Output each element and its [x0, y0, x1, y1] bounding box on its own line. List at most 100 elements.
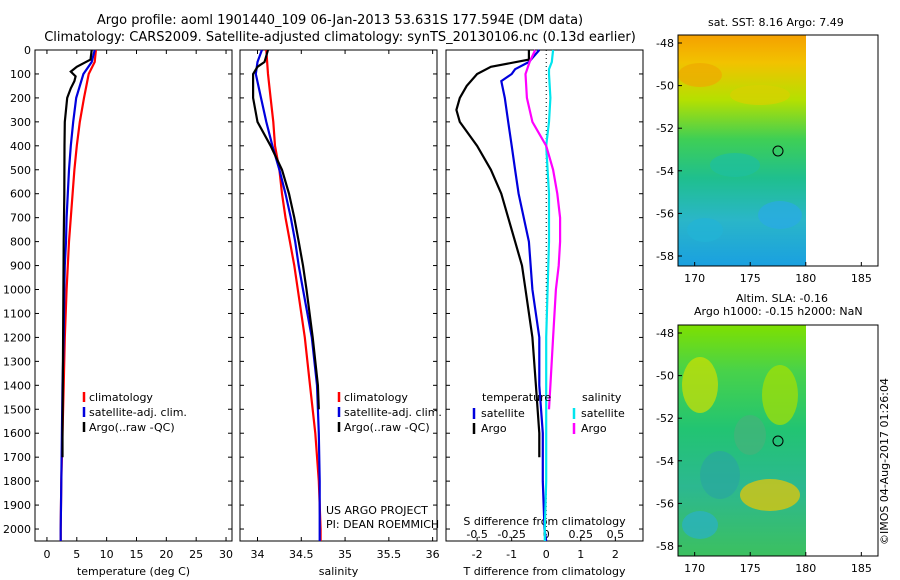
x-tick-label: -1 [506, 548, 517, 561]
depth-tick-label: 1600 [3, 427, 31, 440]
sst-map-x-tick-label: 175 [740, 272, 761, 285]
x-tick-label: 1 [577, 548, 584, 561]
sla-map-y-tick-label: -54 [656, 455, 674, 468]
sst-map-texture [687, 218, 723, 242]
panel-frame-2 [239, 49, 438, 542]
sla-map-y-tick-label: -58 [656, 540, 674, 553]
salinity-line-3 [252, 49, 320, 410]
temperature-line-3 [61, 49, 93, 458]
legend-label: Argo [581, 422, 607, 435]
depth-tick-label: 300 [10, 116, 31, 129]
depth-tick-label: 1500 [3, 403, 31, 416]
sla-map-title-1: Altim. SLA: -0.16 [736, 292, 829, 305]
x-tick-label: 15 [129, 548, 143, 561]
difference-line-1 [500, 49, 548, 542]
legend-label: satellite [581, 407, 625, 420]
sla-map-y-tick-label: -50 [656, 370, 674, 383]
sst-map-texture [678, 63, 722, 87]
x-tick-label: 25 [189, 548, 203, 561]
sst-map-frame [677, 34, 879, 267]
sst-map-title: sat. SST: 8.16 Argo: 7.49 [708, 16, 844, 29]
panel-frame-1 [34, 49, 233, 542]
sst-map-argo-marker [772, 145, 784, 157]
x-tick-label: 0 [543, 548, 550, 561]
legend-title-temperature: temperature [482, 391, 551, 404]
x-tick-label-top: -0.25 [497, 528, 525, 541]
difference-line-3 [543, 49, 555, 541]
x-tick-label: 5 [73, 548, 80, 561]
x-tick-label: 0 [43, 548, 50, 561]
depth-tick-label: 700 [10, 212, 31, 225]
legend-label: satellite [481, 407, 525, 420]
legend-label: Argo(..raw -QC) [89, 421, 175, 434]
depth-tick-label: 2000 [3, 523, 31, 536]
depth-tick-label: 100 [10, 68, 31, 81]
sla-map-argo-marker [772, 435, 784, 447]
sla-map-x-tick-label: 185 [851, 562, 872, 575]
sst-map-y-tick-label: -48 [656, 37, 674, 50]
difference-line-2 [455, 50, 541, 458]
x-tick-label: 35 [338, 548, 352, 561]
x-tick-label: 30 [219, 548, 233, 561]
sla-map-frame [677, 324, 879, 557]
salinity-line-1 [265, 49, 322, 541]
sla-map-texture [700, 451, 740, 499]
depth-tick-label: 900 [10, 260, 31, 273]
x-tick-label: 34.5 [289, 548, 314, 561]
depth-tick-label: 1900 [3, 499, 31, 512]
legend-label: climatology [89, 391, 153, 404]
depth-tick-label: 1100 [3, 307, 31, 320]
x-tick-label: 2 [612, 548, 619, 561]
depth-tick-label: 600 [10, 188, 31, 201]
depth-tick-label: 500 [10, 164, 31, 177]
sla-map-x-tick-label: 175 [740, 562, 761, 575]
sst-map-texture [758, 201, 802, 229]
sst-map-texture [730, 85, 790, 105]
sla-map-y-tick-label: -56 [656, 497, 674, 510]
sla-map-texture [682, 357, 718, 413]
x-tick-label: 10 [100, 548, 114, 561]
sst-map-y-tick-label: -54 [656, 165, 674, 178]
sla-map-y-tick-label: -48 [656, 327, 674, 340]
panel-frame-3 [445, 49, 644, 542]
sst-map-x-tick-label: 180 [795, 272, 816, 285]
legend-label: Argo(..raw -QC) [344, 421, 430, 434]
header-line-2: Climatology: CARS2009. Satellite-adjuste… [44, 30, 636, 45]
x-tick-label-top: -0.5 [466, 528, 487, 541]
depth-tick-label: 1400 [3, 379, 31, 392]
difference-line-4 [524, 49, 562, 410]
sst-map-y-tick-label: -52 [656, 122, 674, 135]
project-annotation: US ARGO PROJECT [326, 504, 428, 517]
x-tick-label: 34 [251, 548, 265, 561]
legend-label: satellite-adj. clim. [89, 406, 187, 419]
depth-tick-label: 1000 [3, 284, 31, 297]
x-tick-label: -2 [472, 548, 483, 561]
legend-label: Argo [481, 422, 507, 435]
sst-map-texture [710, 153, 760, 177]
temperature-line-1 [59, 49, 97, 541]
legend-label: climatology [344, 391, 408, 404]
imos-timestamp: ©IMOS 04-Aug-2017 01:26:04 [878, 378, 891, 545]
x-tick-label: 35.5 [377, 548, 402, 561]
depth-tick-label: 400 [10, 140, 31, 153]
sla-map-texture [682, 511, 718, 539]
x-axis-label: T difference from climatology [463, 565, 626, 578]
sla-map-texture [762, 365, 798, 425]
header-line-1: Argo profile: aoml 1901440_109 06-Jan-20… [96, 13, 584, 28]
legend-title-salinity: salinity [582, 391, 622, 404]
sst-map-y-tick-label: -58 [656, 250, 674, 263]
sla-map-x-tick-label: 180 [795, 562, 816, 575]
depth-tick-label: 1800 [3, 475, 31, 488]
x-tick-label: 36 [426, 548, 440, 561]
depth-tick-label: 1300 [3, 355, 31, 368]
sst-map-y-tick-label: -56 [656, 207, 674, 220]
sla-map-x-tick-label: 170 [684, 562, 705, 575]
sst-map-x-tick-label: 185 [851, 272, 872, 285]
sla-map-texture [740, 479, 800, 511]
sst-map-x-tick-label: 170 [684, 272, 705, 285]
project-annotation: PI: DEAN ROEMMICH [326, 518, 439, 531]
x-tick-label: 20 [159, 548, 173, 561]
depth-tick-label: 1200 [3, 331, 31, 344]
sla-map-title-2: Argo h1000: -0.15 h2000: NaN [694, 305, 863, 318]
